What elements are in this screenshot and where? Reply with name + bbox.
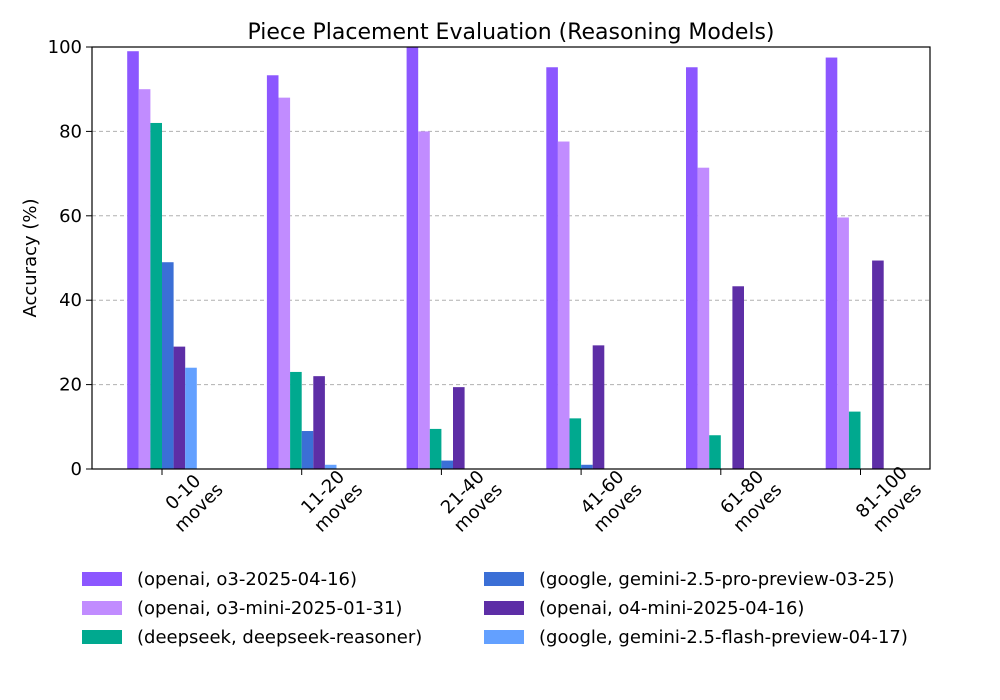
legend-label: (openai, o3-mini-2025-01-31): [137, 597, 403, 619]
y-tick-label: 0: [71, 459, 82, 480]
bar: [557, 141, 570, 469]
bar: [732, 286, 744, 469]
x-tick-label: 0-10moves: [155, 464, 228, 537]
bar: [441, 460, 453, 469]
legend-swatch: [484, 572, 524, 586]
legend-label: (google, gemini-2.5-flash-preview-04-17): [539, 626, 908, 648]
legend-swatch: [82, 572, 122, 586]
legend-label: (openai, o4-mini-2025-04-16): [539, 597, 805, 619]
y-tick-label: 80: [59, 121, 82, 142]
bar: [837, 217, 849, 469]
bar: [546, 67, 558, 470]
x-tick-label: 41-60moves: [574, 464, 647, 537]
bar: [569, 418, 582, 469]
legend-item: (deepseek, deepseek-reasoner): [82, 624, 422, 650]
bars-group: [127, 47, 884, 470]
y-tick-label: 100: [48, 37, 82, 58]
bar: [825, 57, 838, 470]
y-tick-label: 20: [59, 375, 82, 396]
legend-swatch: [484, 630, 524, 644]
x-tick-label: 61-80moves: [714, 464, 787, 537]
legend-item: (google, gemini-2.5-flash-preview-04-17): [484, 624, 908, 650]
legend-item: (openai, o4-mini-2025-04-16): [484, 595, 804, 621]
grid-lines: [92, 130, 930, 386]
legend-swatch: [82, 601, 122, 615]
x-axis-ticks: 0-10moves 11-20moves 21-40moves 41-60moves 6…: [155, 462, 927, 537]
y-axis-label: Accuracy (%): [20, 198, 41, 317]
legend-label: (google, gemini-2.5-pro-preview-03-25): [539, 568, 895, 590]
bar: [301, 431, 314, 469]
x-tick-label: 11-20moves: [295, 464, 368, 537]
bar: [686, 67, 698, 470]
bar: [313, 376, 325, 469]
x-tick-label: 21-40moves: [434, 464, 507, 537]
bar: [138, 89, 151, 469]
bar: [581, 464, 593, 469]
bar: [418, 131, 430, 469]
bar: [872, 260, 884, 469]
legend-item: (openai, o3-mini-2025-01-31): [82, 595, 402, 621]
bar: [324, 464, 337, 469]
chart-title: Piece Placement Evaluation (Reasoning Mo…: [247, 20, 774, 45]
legend-label: (openai, o3-2025-04-16): [137, 568, 358, 590]
bar: [592, 345, 605, 469]
x-tick-label: 81-100moves: [852, 462, 927, 537]
y-axis-ticks: 0 20 40 60 80 100: [48, 37, 92, 480]
bar: [266, 75, 279, 470]
bar: [848, 411, 861, 469]
bar: [429, 428, 442, 469]
legend-item: (openai, o3-2025-04-16): [82, 566, 357, 592]
bar: [278, 97, 291, 469]
legend-swatch: [82, 630, 122, 644]
bar: [290, 371, 302, 469]
bar: [185, 367, 197, 469]
bar: [162, 262, 174, 469]
plot-frame: [91, 46, 931, 470]
y-tick-label: 40: [59, 290, 82, 311]
bar: [127, 51, 139, 469]
bar: [173, 346, 186, 469]
bar: [697, 167, 710, 469]
y-tick-label: 60: [59, 206, 82, 227]
bar: [709, 435, 721, 469]
legend-label: (deepseek, deepseek-reasoner): [137, 626, 423, 648]
bar: [453, 387, 465, 469]
bar: [406, 47, 419, 469]
bar: [150, 122, 162, 470]
legend-swatch: [484, 601, 524, 615]
legend-item: (google, gemini-2.5-pro-preview-03-25): [484, 566, 895, 592]
